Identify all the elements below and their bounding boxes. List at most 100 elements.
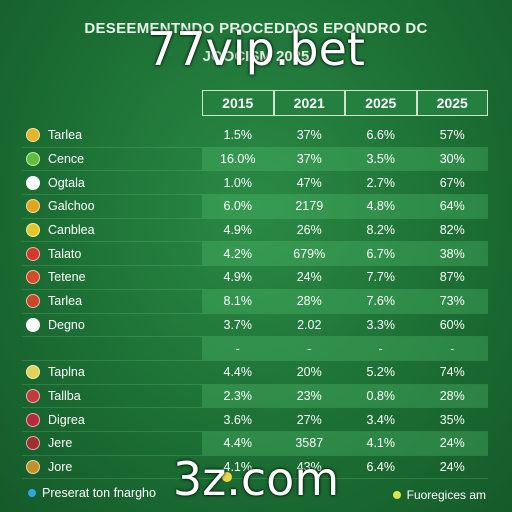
row-values: 8.1% 28% 7.6% 73% [202, 289, 488, 313]
table-cell: 8.2% [366, 223, 396, 238]
table-cell: 57% [439, 128, 465, 143]
row-label-text: Jore [48, 459, 73, 474]
team-badge-icon [26, 128, 40, 143]
table-cell: 4.2% [223, 246, 253, 261]
table-body: Tarlea 1.5% 37% 6.6% 57% Cence 16.0% 37% 3.5% 30%… [22, 124, 488, 480]
row-label-text: Canblea [48, 223, 95, 238]
row-label: Tarlea [22, 294, 202, 309]
team-badge-icon [26, 436, 40, 451]
table-cell: 37% [296, 152, 322, 167]
column-header: 2025 [345, 90, 417, 116]
legend-left-label: Preserat ton fnargho [42, 486, 156, 500]
row-label: Ogtala [22, 175, 202, 190]
legend-right-label: Fuoregices am [406, 488, 486, 502]
table-cell: 74% [439, 365, 465, 380]
team-badge-icon [26, 365, 40, 380]
row-label: Cence [22, 152, 202, 167]
row-label-text: Digrea [48, 412, 85, 427]
table-cell: 4.8% [366, 199, 396, 214]
table-cell: 6.4% [366, 459, 396, 474]
table-row: Tallba 2.3% 23% 0.8% 28% [22, 384, 488, 409]
row-values: 4.4% 3587 4.1% 24% [202, 431, 488, 455]
row-values: 4.4% 20% 5.2% 74% [202, 361, 488, 384]
table-row: Talato 4.2% 679% 6.7% 38% [22, 242, 488, 267]
table-row: Taplna 4.4% 20% 5.2% 74% [22, 361, 488, 385]
row-label-text: Tarlea [48, 294, 83, 309]
accent-dot [222, 472, 232, 482]
row-label-text: Galchoo [48, 199, 95, 214]
row-label-text: Tarlea [48, 128, 83, 143]
table-row: ---- [22, 337, 488, 361]
table-cell: 8.1% [223, 294, 253, 309]
row-label-text: Ogtala [48, 175, 85, 190]
table-cell: 2.02 [297, 317, 322, 332]
chart-subtitle: JOOCISM 2025 [202, 48, 310, 65]
table-cell: 7.6% [366, 294, 396, 309]
legend-right-dot [392, 491, 401, 499]
row-label-text: Degno [48, 317, 85, 332]
chart-title: DESEEMENTNDO PROCEDDOS EPONDRO DC [84, 20, 428, 37]
table-cell: 3587 [295, 436, 324, 451]
row-label: Jore [22, 459, 202, 474]
table-cell: 4.9% [223, 223, 253, 238]
row-values: 16.0% 37% 3.5% 30% [202, 147, 488, 171]
table-cell: 64% [439, 199, 465, 214]
table-cell: 82% [439, 223, 465, 238]
table-cell: 5.2% [366, 365, 396, 380]
row-values: 6.0% 2179 4.8% 64% [202, 195, 488, 218]
table-cell: - [307, 341, 312, 356]
row-label-text: Talato [48, 246, 82, 261]
table-cell: 1.0% [223, 175, 253, 190]
data-table: 2015 2021 2025 2025 Tarlea 1.5% 37% 6.6% 57% Cen… [22, 90, 488, 480]
column-header: 2015 [202, 90, 274, 116]
row-values: 2.3% 23% 0.8% 28% [202, 384, 488, 408]
row-values: 1.0% 47% 2.7% 67% [202, 171, 488, 194]
table-row: Jere 4.4% 3587 4.1% 24% [22, 431, 488, 456]
table-cell: 4.1% [223, 459, 253, 474]
watermark-bottom: 3z.com [172, 452, 340, 506]
table-cell: 7.7% [366, 270, 396, 285]
row-label: Tarlea [22, 128, 202, 143]
table-cell: 3.5% [366, 152, 396, 167]
team-badge-icon [26, 412, 40, 427]
team-badge-icon [26, 152, 40, 167]
table-cell: 3.4% [366, 412, 396, 427]
table-cell: 43% [296, 459, 322, 474]
team-badge-icon [26, 270, 40, 285]
table-row: Jore 4.1% 43% 6.4% 24% [22, 456, 488, 480]
legend-left: Preserat ton fnargho [28, 486, 156, 500]
table-cell: - [378, 341, 383, 356]
table-cell: 3.3% [366, 317, 396, 332]
row-label: Tetene [22, 270, 202, 285]
table-cell: 1.5% [223, 128, 253, 143]
table-cell: 60% [439, 317, 465, 332]
table-cell: 35% [439, 412, 465, 427]
team-badge-icon [26, 388, 40, 403]
row-label-text: Taplna [48, 365, 85, 380]
table-cell: 0.8% [366, 388, 396, 403]
row-label: Taplna [22, 365, 202, 380]
row-values: 3.7% 2.02 3.3% 60% [202, 314, 488, 337]
row-values: ---- [202, 337, 488, 360]
table-cell: 87% [439, 270, 465, 285]
table-cell: 4.4% [223, 365, 253, 380]
table-cell: 38% [439, 246, 465, 261]
row-label-text: Jere [48, 436, 73, 451]
row-label-text: Tallba [48, 388, 81, 403]
table-row: Cence 16.0% 37% 3.5% 30% [22, 147, 488, 172]
row-label-text: Tetene [48, 270, 86, 285]
table-cell: 6.7% [366, 246, 396, 261]
table-cell: 16.0% [220, 152, 256, 167]
table-cell: 2.3% [223, 388, 253, 403]
table-cell: 24% [439, 436, 465, 451]
team-badge-icon [26, 199, 40, 214]
table-cell: 4.1% [366, 436, 396, 451]
table-cell: 73% [439, 294, 465, 309]
table-row: Tetene 4.9% 24% 7.7% 87% [22, 266, 488, 290]
table-row: Ogtala 1.0% 47% 2.7% 67% [22, 171, 488, 196]
row-label: Galchoo [22, 199, 202, 214]
team-badge-icon [26, 223, 40, 238]
table-row: Galchoo 6.0% 2179 4.8% 64% [22, 195, 488, 219]
table-row: Digrea 3.6% 27% 3.4% 35% [22, 408, 488, 432]
